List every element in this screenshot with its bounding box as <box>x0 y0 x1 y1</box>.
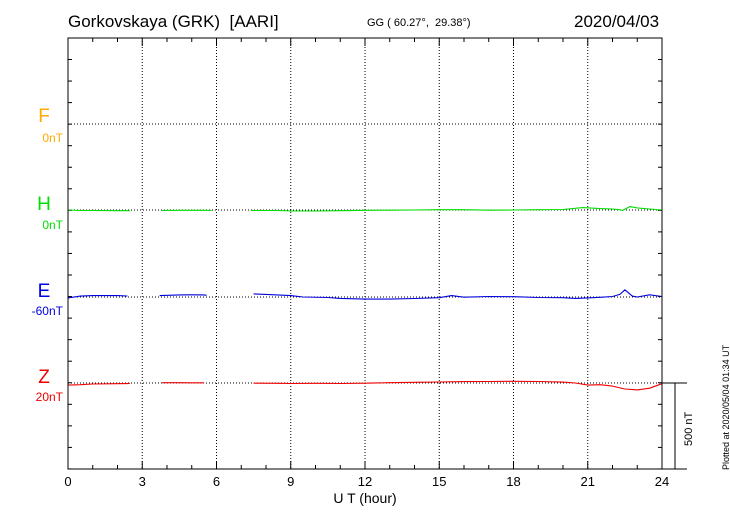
plotted-timestamp: Plotted at 2020/05/04 01:34 UT <box>721 344 730 470</box>
x-tick-label: 21 <box>581 474 595 489</box>
plot-date: 2020/04/03 <box>574 12 660 31</box>
x-tick-label: 6 <box>213 474 220 489</box>
station-title: Gorkovskaya (GRK) [AARI] <box>68 12 279 31</box>
x-tick-label: 15 <box>432 474 446 489</box>
plot-frame <box>67 37 663 470</box>
axis-ticks <box>67 38 663 470</box>
baseline-H: 0nT <box>42 218 63 232</box>
x-tick-label: 0 <box>64 474 71 489</box>
x-tick-labels: 0 3 6 9 12 15 18 21 24 <box>64 474 669 489</box>
series-H-line <box>67 206 663 212</box>
series-E-line <box>67 289 663 300</box>
label-H: H <box>37 194 51 215</box>
x-axis-label: U T (hour) <box>333 490 396 506</box>
x-tick-label: 9 <box>287 474 294 489</box>
x-tick-label: 3 <box>139 474 146 489</box>
baseline-F: 0nT <box>42 131 63 145</box>
station-coordinates: GG ( 60.27°, 29.38°) <box>367 17 471 29</box>
scale-bar-label: 500 nT <box>683 411 695 446</box>
label-E: E <box>37 281 51 302</box>
baseline-E: -60nT <box>31 304 63 318</box>
grid-lines <box>68 38 662 469</box>
x-tick-label: 24 <box>655 474 669 489</box>
x-tick-label: 12 <box>358 474 372 489</box>
label-Z: Z <box>38 367 50 388</box>
baseline-Z: 20nT <box>35 390 63 404</box>
label-F: F <box>38 106 50 127</box>
x-tick-label: 18 <box>506 474 520 489</box>
series-Z-line <box>67 380 663 391</box>
scale-bar <box>662 382 687 470</box>
series-curves <box>67 206 663 391</box>
